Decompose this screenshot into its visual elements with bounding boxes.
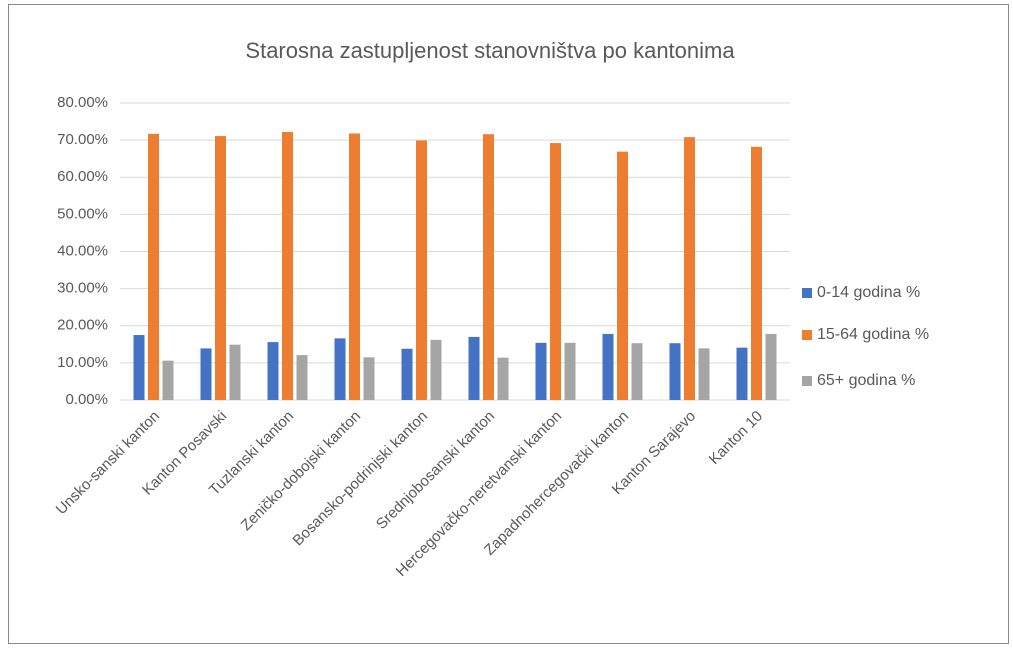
bar — [617, 151, 628, 400]
bar — [148, 133, 159, 400]
bar — [133, 335, 145, 400]
legend-swatch — [802, 376, 812, 386]
bar — [550, 143, 561, 400]
bar — [162, 360, 174, 400]
bar — [483, 134, 494, 400]
chart-title: Starosna zastupljenost stanovništva po k… — [245, 38, 735, 63]
bar — [430, 339, 442, 400]
bar — [684, 137, 695, 400]
bar — [363, 357, 375, 400]
bar — [631, 343, 643, 400]
y-tick-label: 60.00% — [57, 168, 108, 185]
y-tick-label: 50.00% — [57, 205, 108, 222]
bar — [765, 333, 777, 400]
y-tick-label: 10.00% — [57, 354, 108, 371]
legend-label: 15-64 godina % — [817, 326, 929, 343]
y-tick-label: 0.00% — [65, 391, 108, 408]
chart-border — [8, 4, 1009, 644]
legend-label: 0-14 godina % — [817, 284, 920, 301]
bar — [497, 357, 509, 400]
bar — [736, 347, 748, 400]
legend-label: 65+ godina % — [817, 372, 915, 389]
bar — [229, 344, 241, 400]
bar — [416, 140, 427, 400]
bar — [669, 343, 681, 400]
bar — [296, 355, 308, 400]
bar — [535, 342, 547, 400]
bar — [282, 131, 293, 400]
bar — [751, 146, 762, 400]
legend-swatch — [802, 330, 812, 340]
y-tick-label: 70.00% — [57, 131, 108, 148]
bar — [267, 342, 279, 400]
bar — [200, 348, 212, 400]
y-tick-label: 80.00% — [57, 94, 108, 111]
y-tick-label: 30.00% — [57, 280, 108, 297]
bar — [602, 333, 614, 400]
y-tick-label: 20.00% — [57, 317, 108, 334]
bar — [215, 136, 226, 400]
bar — [401, 348, 413, 400]
bar — [334, 338, 346, 400]
bar — [698, 348, 710, 400]
bar — [468, 336, 480, 400]
bar — [564, 342, 576, 400]
y-tick-label: 40.00% — [57, 242, 108, 259]
bar — [349, 133, 360, 400]
legend-swatch — [802, 288, 812, 298]
